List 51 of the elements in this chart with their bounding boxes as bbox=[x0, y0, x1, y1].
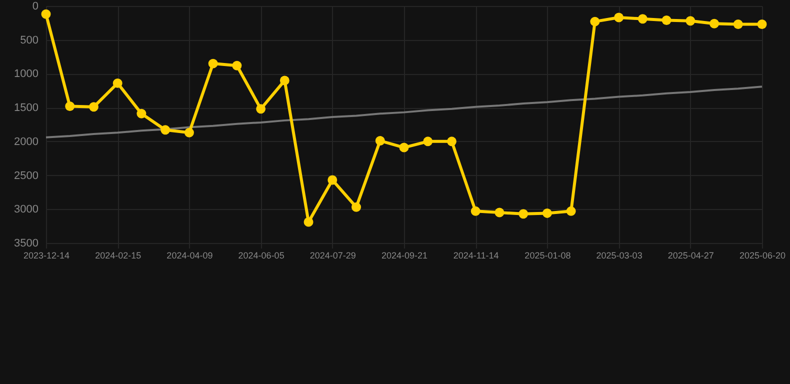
x-tick-label: 2024-04-09 bbox=[166, 250, 213, 260]
x-tick-label: 2024-06-05 bbox=[238, 250, 284, 260]
y-tick-label: 2500 bbox=[14, 170, 38, 182]
y-tick-label: 500 bbox=[20, 34, 38, 46]
y-tick-label: 1000 bbox=[14, 68, 38, 80]
x-tick-label: 2024-11-14 bbox=[453, 250, 499, 260]
point bbox=[590, 16, 600, 26]
point bbox=[256, 104, 266, 114]
point bbox=[375, 136, 385, 146]
point bbox=[423, 136, 433, 146]
y-tick-label: 2000 bbox=[14, 136, 38, 148]
x-tick-label: 2024-02-15 bbox=[95, 250, 142, 260]
point bbox=[232, 60, 242, 70]
x-tick-label: 2025-01-08 bbox=[524, 250, 571, 260]
x-tick-label: 2025-06-20 bbox=[739, 250, 786, 260]
point bbox=[494, 208, 504, 218]
point bbox=[518, 209, 528, 219]
x-tick-label: 2024-09-21 bbox=[381, 250, 428, 260]
point bbox=[662, 15, 672, 25]
point bbox=[446, 136, 456, 146]
point bbox=[710, 18, 720, 28]
y-tick-label: 0 bbox=[32, 0, 38, 12]
point bbox=[184, 128, 194, 138]
x-tick-label: 2023-12-14 bbox=[23, 250, 70, 260]
point bbox=[208, 58, 218, 68]
point bbox=[328, 175, 338, 185]
point bbox=[614, 12, 624, 22]
point bbox=[566, 206, 576, 216]
point bbox=[399, 142, 409, 152]
point bbox=[304, 217, 314, 227]
line-series bbox=[45, 86, 763, 138]
y-tick-label: 1500 bbox=[14, 102, 38, 114]
point bbox=[638, 14, 648, 24]
y-tick-label: 3500 bbox=[14, 238, 38, 250]
point bbox=[280, 76, 290, 86]
point bbox=[470, 206, 480, 216]
point bbox=[160, 125, 170, 135]
point bbox=[136, 108, 146, 118]
x-tick-label: 2025-04-27 bbox=[668, 250, 714, 260]
point bbox=[88, 102, 98, 112]
point bbox=[112, 78, 122, 88]
point bbox=[41, 9, 51, 19]
point bbox=[733, 20, 743, 30]
x-tick-label: 2024-07-29 bbox=[310, 250, 356, 260]
point bbox=[686, 16, 696, 26]
point bbox=[542, 208, 552, 218]
point bbox=[757, 20, 767, 30]
point bbox=[352, 202, 362, 212]
point bbox=[65, 101, 75, 111]
x-tick-label: 2025-03-03 bbox=[596, 250, 642, 260]
y-tick-label: 3000 bbox=[14, 204, 38, 216]
